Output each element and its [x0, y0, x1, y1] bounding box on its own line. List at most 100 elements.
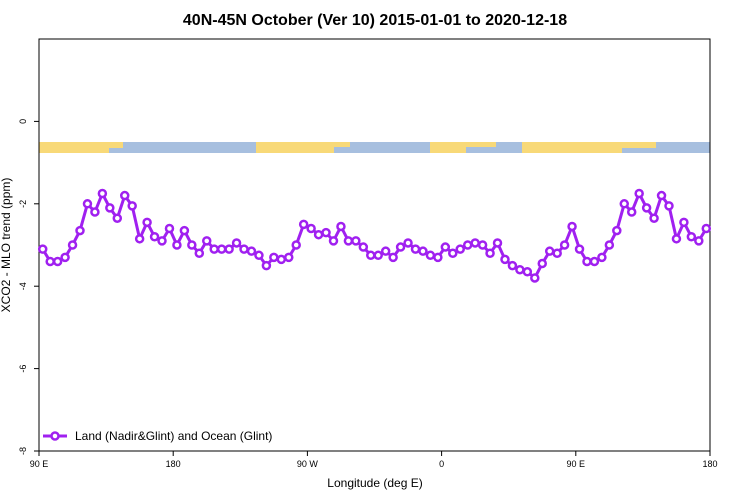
data-point [82, 199, 93, 209]
data-point [276, 254, 287, 265]
data-point [462, 240, 473, 250]
data-point [567, 221, 577, 232]
data-point [164, 223, 175, 234]
data-point [694, 236, 704, 246]
data-point [328, 236, 339, 246]
data-point [67, 240, 78, 250]
data-point [671, 234, 682, 244]
data-point [254, 250, 264, 261]
data-point [559, 240, 570, 250]
data-point [425, 250, 436, 261]
data-point [52, 256, 63, 267]
data-point [90, 207, 100, 217]
data-point [410, 244, 421, 254]
data-point [448, 248, 458, 258]
y-tick-label: -4 [18, 282, 28, 290]
data-point [612, 225, 622, 236]
data-point [373, 250, 383, 261]
data-point [395, 242, 406, 252]
x-tick-label: 180 [166, 459, 181, 469]
data-point [701, 223, 712, 234]
data-point [619, 199, 630, 209]
data-point [246, 246, 257, 256]
data-point [522, 267, 533, 277]
data-point [194, 248, 205, 258]
data-point [604, 240, 615, 250]
data-point [537, 258, 547, 269]
data-point [261, 260, 272, 271]
data-point [470, 238, 480, 248]
data-point [366, 250, 376, 261]
data-point [433, 252, 443, 263]
y-tick-label: -6 [18, 365, 28, 373]
data-point [306, 223, 316, 234]
x-axis-label: Longitude (deg E) [327, 476, 422, 490]
data-point [544, 246, 555, 256]
data-point [664, 201, 674, 211]
data-point [157, 236, 167, 246]
data-point [75, 225, 85, 236]
data-point [380, 246, 391, 256]
data-point [45, 256, 55, 267]
data-point [149, 232, 160, 242]
data-point [336, 221, 346, 232]
data-point [552, 248, 562, 258]
data-point [530, 273, 540, 283]
data-point [574, 244, 585, 254]
data-point [649, 213, 659, 223]
data-point [507, 260, 518, 271]
data-point [634, 188, 644, 199]
data-point [216, 244, 227, 254]
x-tick-label: 90 E [567, 459, 586, 469]
data-point [179, 225, 190, 236]
data-point [172, 240, 182, 250]
x-tick-label: 90 W [297, 459, 319, 469]
data-point [60, 252, 70, 263]
data-point [686, 232, 697, 242]
data-point [589, 256, 600, 267]
data-point [202, 236, 212, 246]
data-point [187, 240, 197, 250]
y-tick-label: -2 [18, 200, 28, 208]
plot-frame [38, 38, 711, 452]
data-point [209, 244, 219, 254]
data-point [231, 238, 242, 248]
data-point [269, 252, 279, 263]
data-point [455, 244, 465, 254]
data-point [388, 252, 398, 263]
data-point [105, 203, 115, 213]
data-point [224, 244, 234, 254]
data-point [656, 190, 667, 201]
legend-marker [50, 431, 60, 441]
y-axis-label: XCO2 - MLO trend (ppm) [0, 178, 13, 313]
x-tick-label: 0 [439, 459, 444, 469]
data-point [679, 217, 689, 228]
data-point [641, 203, 652, 213]
data-point [351, 236, 361, 246]
data-point [440, 242, 451, 252]
land-ocean-strip [39, 142, 710, 153]
data-point [485, 248, 495, 258]
data-point [119, 190, 130, 201]
data-point [418, 246, 428, 256]
data-point [291, 240, 301, 250]
data-point [142, 217, 152, 228]
data-point [298, 219, 309, 230]
data-point [127, 201, 137, 211]
data-point [134, 234, 145, 244]
y-tick-label: 0 [18, 119, 28, 124]
data-point [321, 227, 331, 238]
data-point [37, 244, 48, 254]
data-point [626, 207, 637, 217]
data-point [97, 188, 108, 199]
data-point [582, 256, 592, 267]
data-point [343, 236, 354, 246]
chart-title: 40N-45N October (Ver 10) 2015-01-01 to 2… [183, 12, 567, 29]
data-point [358, 242, 369, 252]
y-tick-label: -8 [18, 447, 28, 455]
data-point [313, 229, 324, 240]
data-point [403, 238, 413, 248]
data-point [597, 252, 607, 263]
x-tick-label: 180 [702, 459, 717, 469]
